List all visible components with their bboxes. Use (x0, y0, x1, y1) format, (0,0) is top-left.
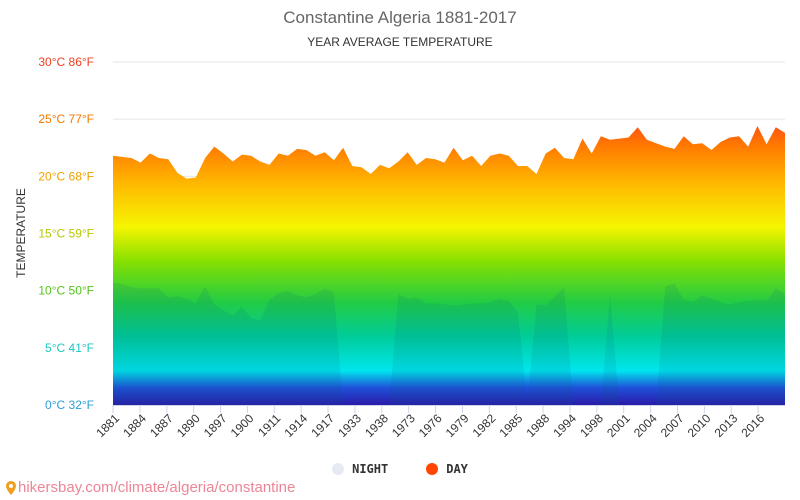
legend-marker-day (426, 463, 439, 475)
map-pin-icon (6, 480, 16, 495)
x-tick-label: 2004 (631, 411, 660, 440)
y-tick-label: 10°C 50°F (38, 284, 94, 298)
x-tick-label: 1979 (443, 411, 472, 440)
x-tick-label: 1994 (550, 411, 579, 440)
legend-label-day: DAY (446, 462, 468, 476)
y-tick-label: 20°C 68°F (38, 169, 94, 183)
x-tick-label: 1973 (389, 411, 418, 440)
x-tick-label: 2007 (658, 411, 687, 440)
x-tick-label: 1917 (308, 411, 337, 440)
x-tick-label: 1890 (174, 411, 203, 440)
x-tick-label: 1881 (93, 411, 122, 440)
y-tick-label: 0°C 32°F (45, 398, 94, 412)
y-tick-label: 5°C 41°F (45, 341, 94, 355)
night-area-shade (113, 282, 785, 405)
x-tick-label: 1884 (120, 411, 149, 440)
x-tick-label: 2016 (738, 411, 767, 440)
x-tick-label: 1985 (497, 411, 526, 440)
source-link-text[interactable]: hikersbay.com/climate/algeria/constantin… (18, 479, 296, 496)
legend: NIGHT DAY (0, 462, 800, 476)
x-tick-label: 1988 (523, 411, 552, 440)
x-tick-label: 2010 (685, 411, 714, 440)
legend-item-night[interactable]: NIGHT (332, 462, 388, 476)
source-link[interactable]: hikersbay.com/climate/algeria/constantin… (6, 479, 295, 496)
x-axis: 1881188418871890189719001911191419171933… (93, 405, 785, 440)
x-tick-label: 1900 (228, 411, 257, 440)
x-tick-label: 1887 (147, 411, 176, 440)
x-tick-label: 2001 (604, 411, 633, 440)
night-area (113, 282, 785, 405)
area-series (113, 126, 785, 405)
x-tick-label: 1933 (335, 411, 364, 440)
x-tick-label: 1911 (255, 411, 283, 439)
y-axis-label: TEMPERATURE (14, 188, 28, 278)
x-tick-label: 2013 (712, 411, 741, 440)
chart-subtitle: YEAR AVERAGE TEMPERATURE (307, 35, 493, 49)
chart-title: Constantine Algeria 1881-2017 (283, 8, 517, 27)
y-tick-label: 25°C 77°F (38, 112, 94, 126)
x-tick-label: 1976 (416, 411, 445, 440)
legend-item-day[interactable]: DAY (426, 462, 468, 476)
x-tick-label: 1938 (362, 411, 391, 440)
x-tick-label: 1914 (281, 411, 310, 440)
x-tick-label: 1998 (577, 411, 606, 440)
x-tick-label: 1897 (201, 411, 230, 440)
y-tick-label: 30°C 86°F (38, 55, 94, 69)
legend-marker-night (332, 463, 345, 475)
y-tick-label: 15°C 59°F (38, 227, 94, 241)
x-tick-label: 1982 (470, 411, 499, 440)
legend-label-night: NIGHT (352, 462, 389, 476)
